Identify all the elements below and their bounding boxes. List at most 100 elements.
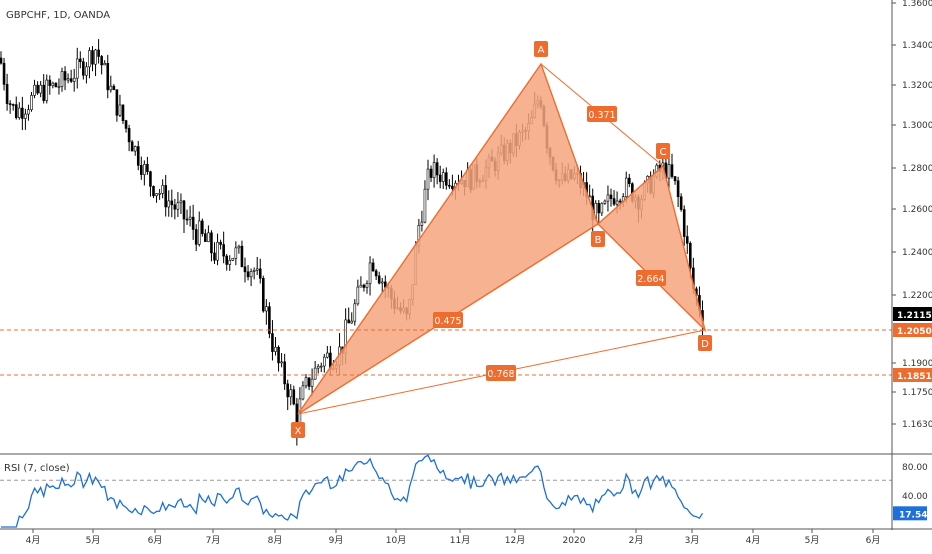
pattern-point-label: X <box>295 426 302 437</box>
rsi-line <box>1 454 704 528</box>
x-tick-label: 5月 <box>805 535 820 546</box>
pattern-point-box <box>698 335 712 351</box>
candle-body <box>283 361 286 385</box>
candle-body <box>210 232 213 254</box>
candle-body <box>301 385 305 400</box>
x-tick-label: 4月 <box>746 535 761 546</box>
candle-body <box>115 89 119 116</box>
candle-body <box>362 284 366 288</box>
candle-body <box>451 185 454 189</box>
candle-body <box>17 107 21 118</box>
x-tick-label: 5月 <box>86 535 101 546</box>
candle-body <box>8 103 12 105</box>
pattern-ratio-box <box>486 365 516 381</box>
candle-body <box>42 84 46 101</box>
x-tick-label: 6月 <box>866 535 881 546</box>
candle-body <box>88 50 91 68</box>
x-tick-label: 8月 <box>268 535 283 546</box>
candle-body <box>207 232 210 242</box>
candle-body <box>170 200 174 206</box>
pattern-point-box <box>591 231 605 247</box>
y-tick-label: 1.24000 <box>902 248 932 258</box>
x-tick-label: 10月 <box>386 535 406 546</box>
candle-body <box>316 365 320 369</box>
x-tick-label: 2月 <box>629 535 644 546</box>
candle-body <box>100 56 103 66</box>
rsi-title: RSI (7, close) <box>4 463 70 474</box>
candle-body <box>374 270 378 277</box>
candle-body <box>39 84 42 94</box>
candle-body <box>30 95 33 111</box>
candle-body <box>85 66 88 76</box>
candle-body <box>240 245 244 268</box>
candle-body <box>426 168 430 190</box>
candle-body <box>371 262 375 272</box>
candle-body <box>688 242 692 269</box>
candle-body <box>420 221 424 226</box>
candle-body <box>682 209 686 237</box>
x-tick-label: 7月 <box>206 535 221 546</box>
candle-body <box>146 164 149 172</box>
candle-body <box>307 377 311 387</box>
candle-body <box>326 352 329 358</box>
rsi-value-label: 17.54 <box>899 510 927 520</box>
candle-body <box>353 303 357 322</box>
candle-body <box>322 356 326 367</box>
candle-body <box>435 162 439 176</box>
candle-body <box>310 378 314 387</box>
candle-body <box>444 172 448 186</box>
candle-body <box>438 174 442 182</box>
candle-body <box>261 278 265 312</box>
candle-body <box>167 200 171 208</box>
pattern-ratio-box <box>433 312 463 328</box>
candle-body <box>356 286 360 305</box>
candle-body <box>277 346 280 364</box>
rsi-tick-label: 80.00 <box>902 463 928 473</box>
candle-body <box>14 104 18 118</box>
candle-body <box>176 202 180 210</box>
candle-body <box>121 104 125 121</box>
candle-body <box>97 49 100 57</box>
candle-body <box>606 194 610 202</box>
candle-body <box>685 236 689 244</box>
candle-body <box>149 171 152 187</box>
candle-body <box>423 188 427 223</box>
y-tick-label: 1.36000 <box>902 0 932 9</box>
candle-body <box>271 333 274 352</box>
candle-body <box>222 244 225 257</box>
candle-body <box>33 84 36 96</box>
candle-body <box>164 185 167 208</box>
candle-body <box>441 172 445 182</box>
candle-body <box>72 77 76 82</box>
candle-body <box>347 319 351 324</box>
pattern-point-label: A <box>538 45 545 56</box>
candle-body <box>268 306 271 334</box>
pattern-ratio-label: 0.371 <box>588 110 615 121</box>
x-tick-label: 6月 <box>148 535 163 546</box>
candle-body <box>448 184 451 187</box>
candle-body <box>140 165 143 175</box>
candle-body <box>155 193 158 197</box>
candle-body <box>246 271 250 278</box>
candle-body <box>152 186 155 197</box>
candle-body <box>75 58 79 79</box>
candle-body <box>106 63 110 91</box>
y-tick-label: 1.32000 <box>902 81 932 91</box>
candle-body <box>350 320 354 324</box>
candle-body <box>204 233 207 242</box>
x-tick-label: 9月 <box>329 535 344 546</box>
candle-body <box>667 164 671 179</box>
candle-body <box>676 180 680 198</box>
candle-body <box>27 109 30 115</box>
candle-body <box>258 268 262 279</box>
candle-body <box>133 146 137 152</box>
candle-body <box>380 281 384 284</box>
candle-body <box>265 306 268 312</box>
pattern-ratio-box <box>636 270 666 286</box>
candle-body <box>219 241 222 245</box>
candle-body <box>103 63 106 66</box>
x-tick-label: 11月 <box>450 535 470 546</box>
candle-body <box>109 85 113 91</box>
candle-body <box>36 84 39 94</box>
candle-body <box>182 200 186 220</box>
